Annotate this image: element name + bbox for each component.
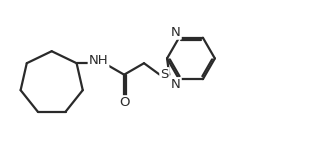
Text: O: O (119, 96, 129, 109)
Text: N: N (171, 26, 181, 39)
Text: NH: NH (89, 54, 108, 67)
Text: N: N (171, 78, 181, 91)
Text: S: S (160, 68, 169, 81)
